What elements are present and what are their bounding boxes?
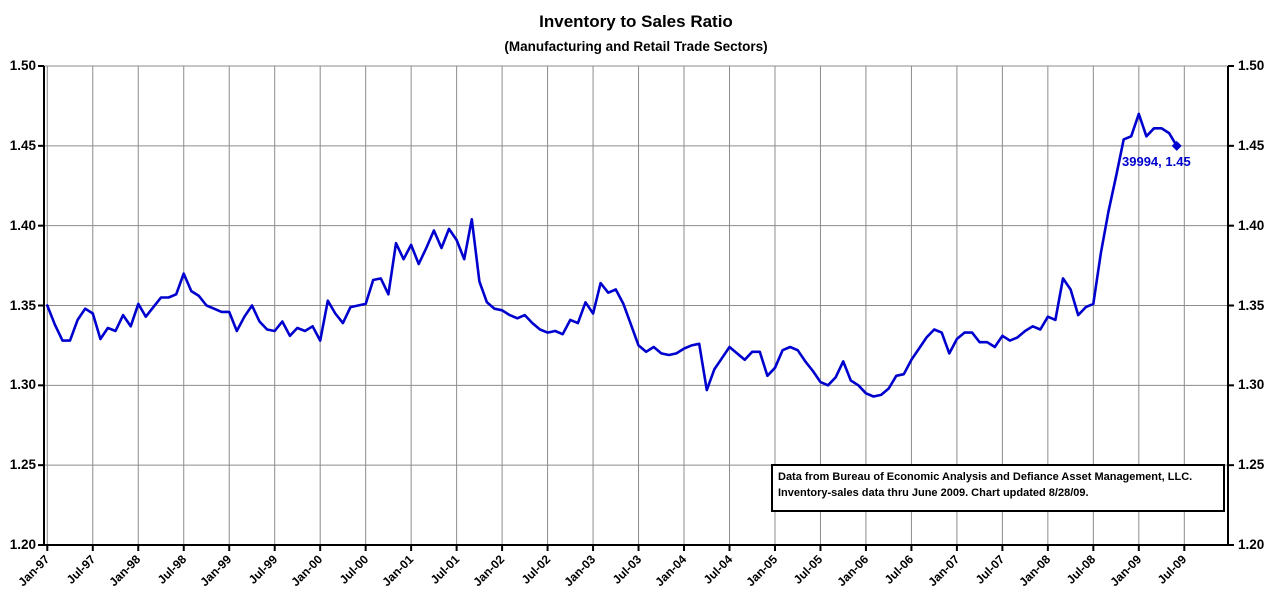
note-box: Data from Bureau of Economic Analysis an… [771, 464, 1225, 512]
y-axis-label-right: 1.25 [1238, 457, 1265, 473]
y-axis-label-left: 1.45 [9, 137, 36, 153]
y-axis-label-right: 1.45 [1238, 137, 1265, 153]
y-axis-label-left: 1.40 [9, 217, 36, 233]
note-line-2: Inventory-sales data thru June 2009. Cha… [778, 487, 1089, 499]
note-line-1: Data from Bureau of Economic Analysis an… [778, 471, 1193, 483]
y-axis-label-left: 1.35 [9, 297, 36, 313]
y-axis-label-left: 1.20 [9, 537, 36, 552]
y-axis-label-left: 1.50 [9, 58, 36, 73]
y-axis-label-right: 1.50 [1238, 58, 1265, 73]
chart-title: Inventory to Sales Ratio [539, 12, 733, 31]
y-axis-label-right: 1.30 [1238, 377, 1265, 393]
y-axis-label-left: 1.25 [9, 457, 36, 473]
last-point-data-label: 39994, 1.45 [1122, 154, 1191, 169]
y-axis-label-right: 1.35 [1238, 297, 1265, 313]
last-point-marker [1171, 140, 1182, 151]
chart-subtitle: (Manufacturing and Retail Trade Sectors) [504, 39, 768, 54]
y-axis-label-right: 1.20 [1238, 537, 1265, 552]
y-axis-label-left: 1.30 [9, 377, 36, 393]
y-axis-label-right: 1.40 [1238, 217, 1265, 233]
series-line [45, 112, 1178, 398]
